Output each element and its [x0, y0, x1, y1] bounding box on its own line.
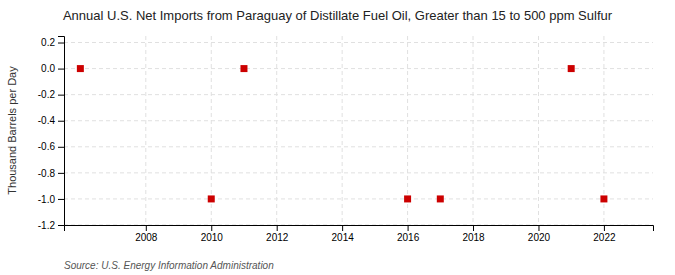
- y-tick-mark: [58, 95, 64, 96]
- grid-line-x: [342, 36, 343, 225]
- x-tick-label: 2022: [593, 232, 616, 243]
- grid-line-x: [145, 36, 146, 225]
- y-tick: 0.2: [41, 37, 64, 48]
- y-tick: -1.2: [38, 220, 64, 231]
- y-tick: -1.0: [38, 194, 64, 205]
- x-tick-mark: [146, 225, 147, 231]
- y-tick-label: -1.2: [38, 220, 56, 231]
- point: [568, 65, 575, 72]
- y-tick-label: -1.0: [38, 194, 56, 205]
- x-tick-label: 2010: [201, 232, 224, 243]
- y-tick-mark: [58, 225, 64, 226]
- y-tick: 0.0: [41, 63, 64, 74]
- grid-line-y: [64, 94, 653, 95]
- y-tick: -0.6: [38, 141, 64, 152]
- x-tick-mark: [277, 225, 278, 231]
- y-axis: 0.2 0.0 -0.2 -0.4 -0.6 -0.8 -1.0 -1.2: [38, 37, 65, 231]
- title: Annual U.S. Net Imports from Paraguay of…: [63, 8, 613, 23]
- x-tick-mark: [408, 225, 409, 231]
- point: [77, 65, 84, 72]
- point: [240, 65, 247, 72]
- x-tick-mark: [538, 225, 539, 231]
- grid: [64, 36, 653, 225]
- y-tick-mark: [58, 199, 64, 200]
- x-tick-label: 2008: [135, 232, 158, 243]
- points: [77, 65, 608, 202]
- grid-line-y: [64, 172, 653, 173]
- x-tick: 2018: [462, 225, 485, 243]
- y-tick-mark: [58, 121, 64, 122]
- point: [600, 195, 607, 202]
- y-tick: -0.8: [38, 168, 64, 179]
- x-tick: 2010: [201, 225, 224, 243]
- chart: 2008 2010 2012 2014 2016 2018 2020 2022 0.2 0.0 -0…: [0, 0, 675, 275]
- y-tick: -0.2: [38, 89, 64, 100]
- point: [437, 195, 444, 202]
- y-tick-label: -0.4: [38, 115, 56, 126]
- grid-line-y: [64, 198, 653, 199]
- y-tick-label: 0.0: [41, 63, 55, 74]
- grid-line-x: [473, 36, 474, 225]
- grid-line-y: [64, 120, 653, 121]
- y-tick-mark: [58, 69, 64, 70]
- x-axis-line: [65, 226, 654, 232]
- x-tick-mark: [211, 225, 212, 231]
- x-tick: 2012: [266, 225, 289, 243]
- grid-line-y: [64, 68, 653, 69]
- x-tick: 2022: [593, 225, 616, 243]
- x-tick-label: 2012: [266, 232, 289, 243]
- x-tick: 2020: [528, 225, 551, 243]
- x-tick-mark: [342, 225, 343, 231]
- y-axis-title: Thousand Barrels per Day: [6, 66, 18, 195]
- point: [208, 195, 215, 202]
- x-tick-mark: [604, 225, 605, 231]
- y-tick-label: -0.8: [38, 168, 56, 179]
- grid-line-y: [64, 146, 653, 147]
- grid-line-x: [538, 36, 539, 225]
- x-tick-mark: [473, 225, 474, 231]
- x-tick-label: 2018: [462, 232, 485, 243]
- y-tick-label: -0.2: [38, 89, 56, 100]
- y-tick-mark: [58, 43, 64, 44]
- x-tick-label: 2020: [528, 232, 551, 243]
- y-tick-mark: [58, 173, 64, 174]
- x-tick-label: 2016: [397, 232, 420, 243]
- grid-line-y: [64, 42, 653, 43]
- y-tick-label: 0.2: [41, 37, 55, 48]
- y-axis-line: [58, 37, 65, 226]
- x-axis: 2008 2010 2012 2014 2016 2018 2020 2022: [65, 225, 654, 243]
- y-tick-mark: [58, 147, 64, 148]
- source: Source: U.S. Energy Information Administ…: [64, 260, 274, 271]
- x-tick: 2014: [332, 225, 355, 243]
- x-tick: 2008: [135, 225, 158, 243]
- y-tick-label: -0.6: [38, 141, 56, 152]
- x-tick: 2016: [397, 225, 420, 243]
- y-tick: -0.4: [38, 115, 64, 126]
- x-tick-label: 2014: [332, 232, 355, 243]
- point: [404, 195, 411, 202]
- grid-line-x: [276, 36, 277, 225]
